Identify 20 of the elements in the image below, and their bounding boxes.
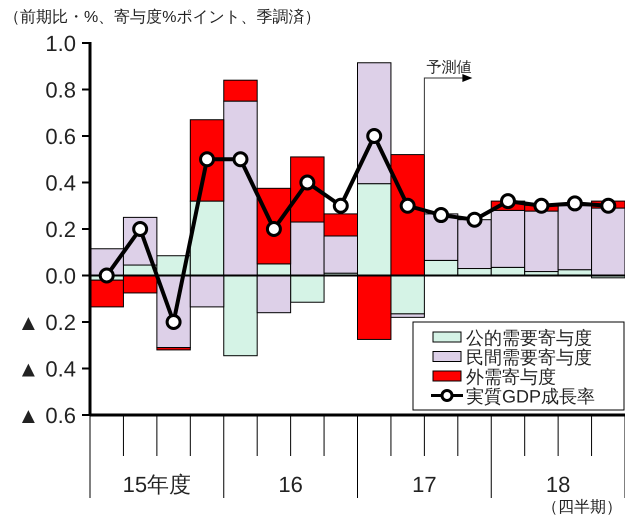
y-tick-label: 0.2	[45, 217, 76, 242]
y-axis-title: （前期比・%、寄与度%ポイント、季調済）	[4, 8, 320, 26]
text: 18	[546, 472, 570, 497]
text: 15年度	[122, 472, 192, 497]
y-tick-label: ▲ 0.6	[18, 403, 76, 428]
y-tick-label: 1.0	[45, 31, 76, 56]
legend-label: 実質GDP成長率	[466, 386, 596, 406]
y-tick-label: 0.8	[45, 78, 76, 102]
y-tick-label: ▲ 0.2	[18, 310, 76, 335]
y-tick-label: 0.4	[45, 170, 76, 196]
annotation: 予測値	[426, 59, 472, 76]
legend-label: 公的需要寄与度	[466, 328, 592, 348]
legend-label: 民間需要寄与度	[466, 348, 592, 368]
legend-label: 外需寄与度	[466, 367, 556, 387]
y-tick-label: 0.6	[45, 124, 76, 149]
text: 17	[412, 472, 437, 497]
text: 16	[278, 472, 303, 497]
y-tick-label: 0.0	[45, 264, 76, 288]
y-tick-label: ▲ 0.4	[18, 356, 76, 382]
text: （四半期）	[542, 498, 622, 516]
